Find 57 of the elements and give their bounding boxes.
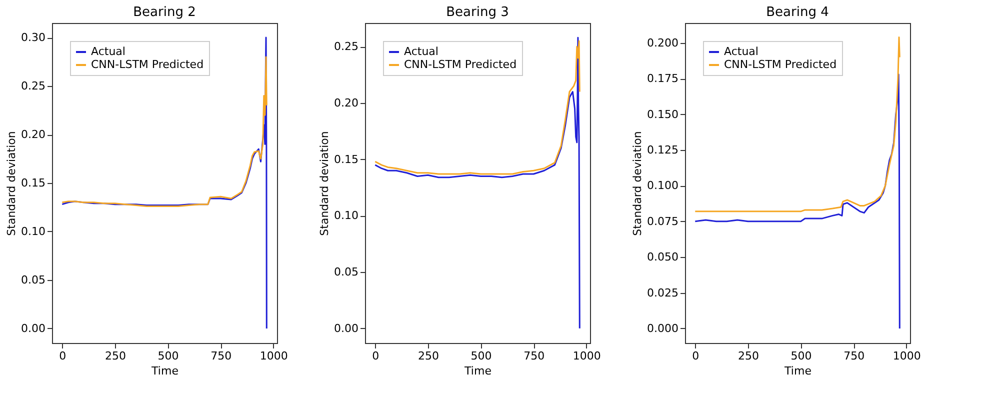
x-tick-label: 250: [738, 350, 759, 362]
y-axis-title: Standard deviation: [318, 131, 332, 236]
y-axis-title: Standard deviation: [5, 131, 18, 236]
y-tick-label: 0.05: [21, 273, 46, 286]
line-series: [61, 56, 268, 208]
chart-title: Bearing 2: [133, 5, 196, 20]
y-tick-label: 0.125: [647, 144, 678, 157]
legend-label: Actual: [91, 45, 126, 58]
legend-label: Actual: [724, 45, 758, 58]
x-tick-label: 1000: [572, 350, 601, 362]
y-tick-label: 0.15: [21, 176, 46, 190]
y-tick-label: 0.25: [334, 40, 358, 54]
line-series: [374, 36, 580, 330]
line-series: [374, 40, 580, 175]
x-axis-title: Time: [464, 364, 492, 378]
x-tick-label: 750: [524, 350, 545, 362]
y-tick-label: 0.10: [21, 224, 46, 238]
line-series: [694, 36, 900, 212]
y-tick-label: 0.075: [647, 214, 678, 228]
y-tick-label: 0.050: [647, 250, 678, 264]
legend-label: CNN-LSTM Predicted: [724, 58, 837, 71]
y-tick-label: 0.00: [21, 322, 46, 335]
y-tick-label: 0.00: [334, 322, 358, 335]
x-tick-label: 750: [210, 350, 232, 362]
y-tick-label: 0.150: [647, 108, 678, 121]
x-tick-label: 0: [692, 350, 700, 362]
y-tick-label: 0.100: [647, 179, 678, 192]
legend-label: Actual: [404, 45, 438, 58]
x-tick-label: 750: [844, 350, 865, 362]
y-tick-label: 0.30: [21, 31, 46, 44]
y-tick-label: 0.10: [334, 209, 358, 222]
x-tick-label: 250: [418, 350, 439, 362]
line-series: [694, 74, 900, 330]
chart-title: Bearing 3: [446, 5, 509, 20]
x-tick-label: 500: [470, 350, 492, 362]
y-tick-label: 0.175: [647, 72, 678, 86]
x-axis-title: Time: [784, 364, 812, 378]
y-tick-label: 0.20: [334, 96, 358, 110]
chart-title: Bearing 4: [766, 5, 829, 20]
y-tick-label: 0.25: [21, 80, 46, 93]
x-tick-label: 1000: [892, 350, 921, 362]
y-tick-label: 0.15: [334, 152, 358, 166]
x-tick-label: 0: [372, 350, 380, 362]
y-tick-label: 0.000: [647, 322, 678, 335]
y-tick-label: 0.05: [334, 266, 358, 279]
x-tick-label: 1000: [260, 350, 288, 362]
y-axis-title: Standard deviation: [631, 131, 644, 236]
x-tick-label: 0: [59, 350, 66, 362]
y-tick-label: 0.20: [21, 128, 46, 142]
y-tick-label: 0.025: [647, 286, 678, 300]
x-axis-title: Time: [150, 364, 179, 378]
x-tick-label: 500: [790, 350, 812, 362]
y-tick-label: 0.200: [647, 36, 678, 50]
legend-label: CNN-LSTM Predicted: [404, 58, 517, 71]
x-tick-label: 500: [158, 350, 179, 362]
x-tick-label: 250: [104, 350, 126, 362]
legend-label: CNN-LSTM Predicted: [91, 58, 204, 71]
